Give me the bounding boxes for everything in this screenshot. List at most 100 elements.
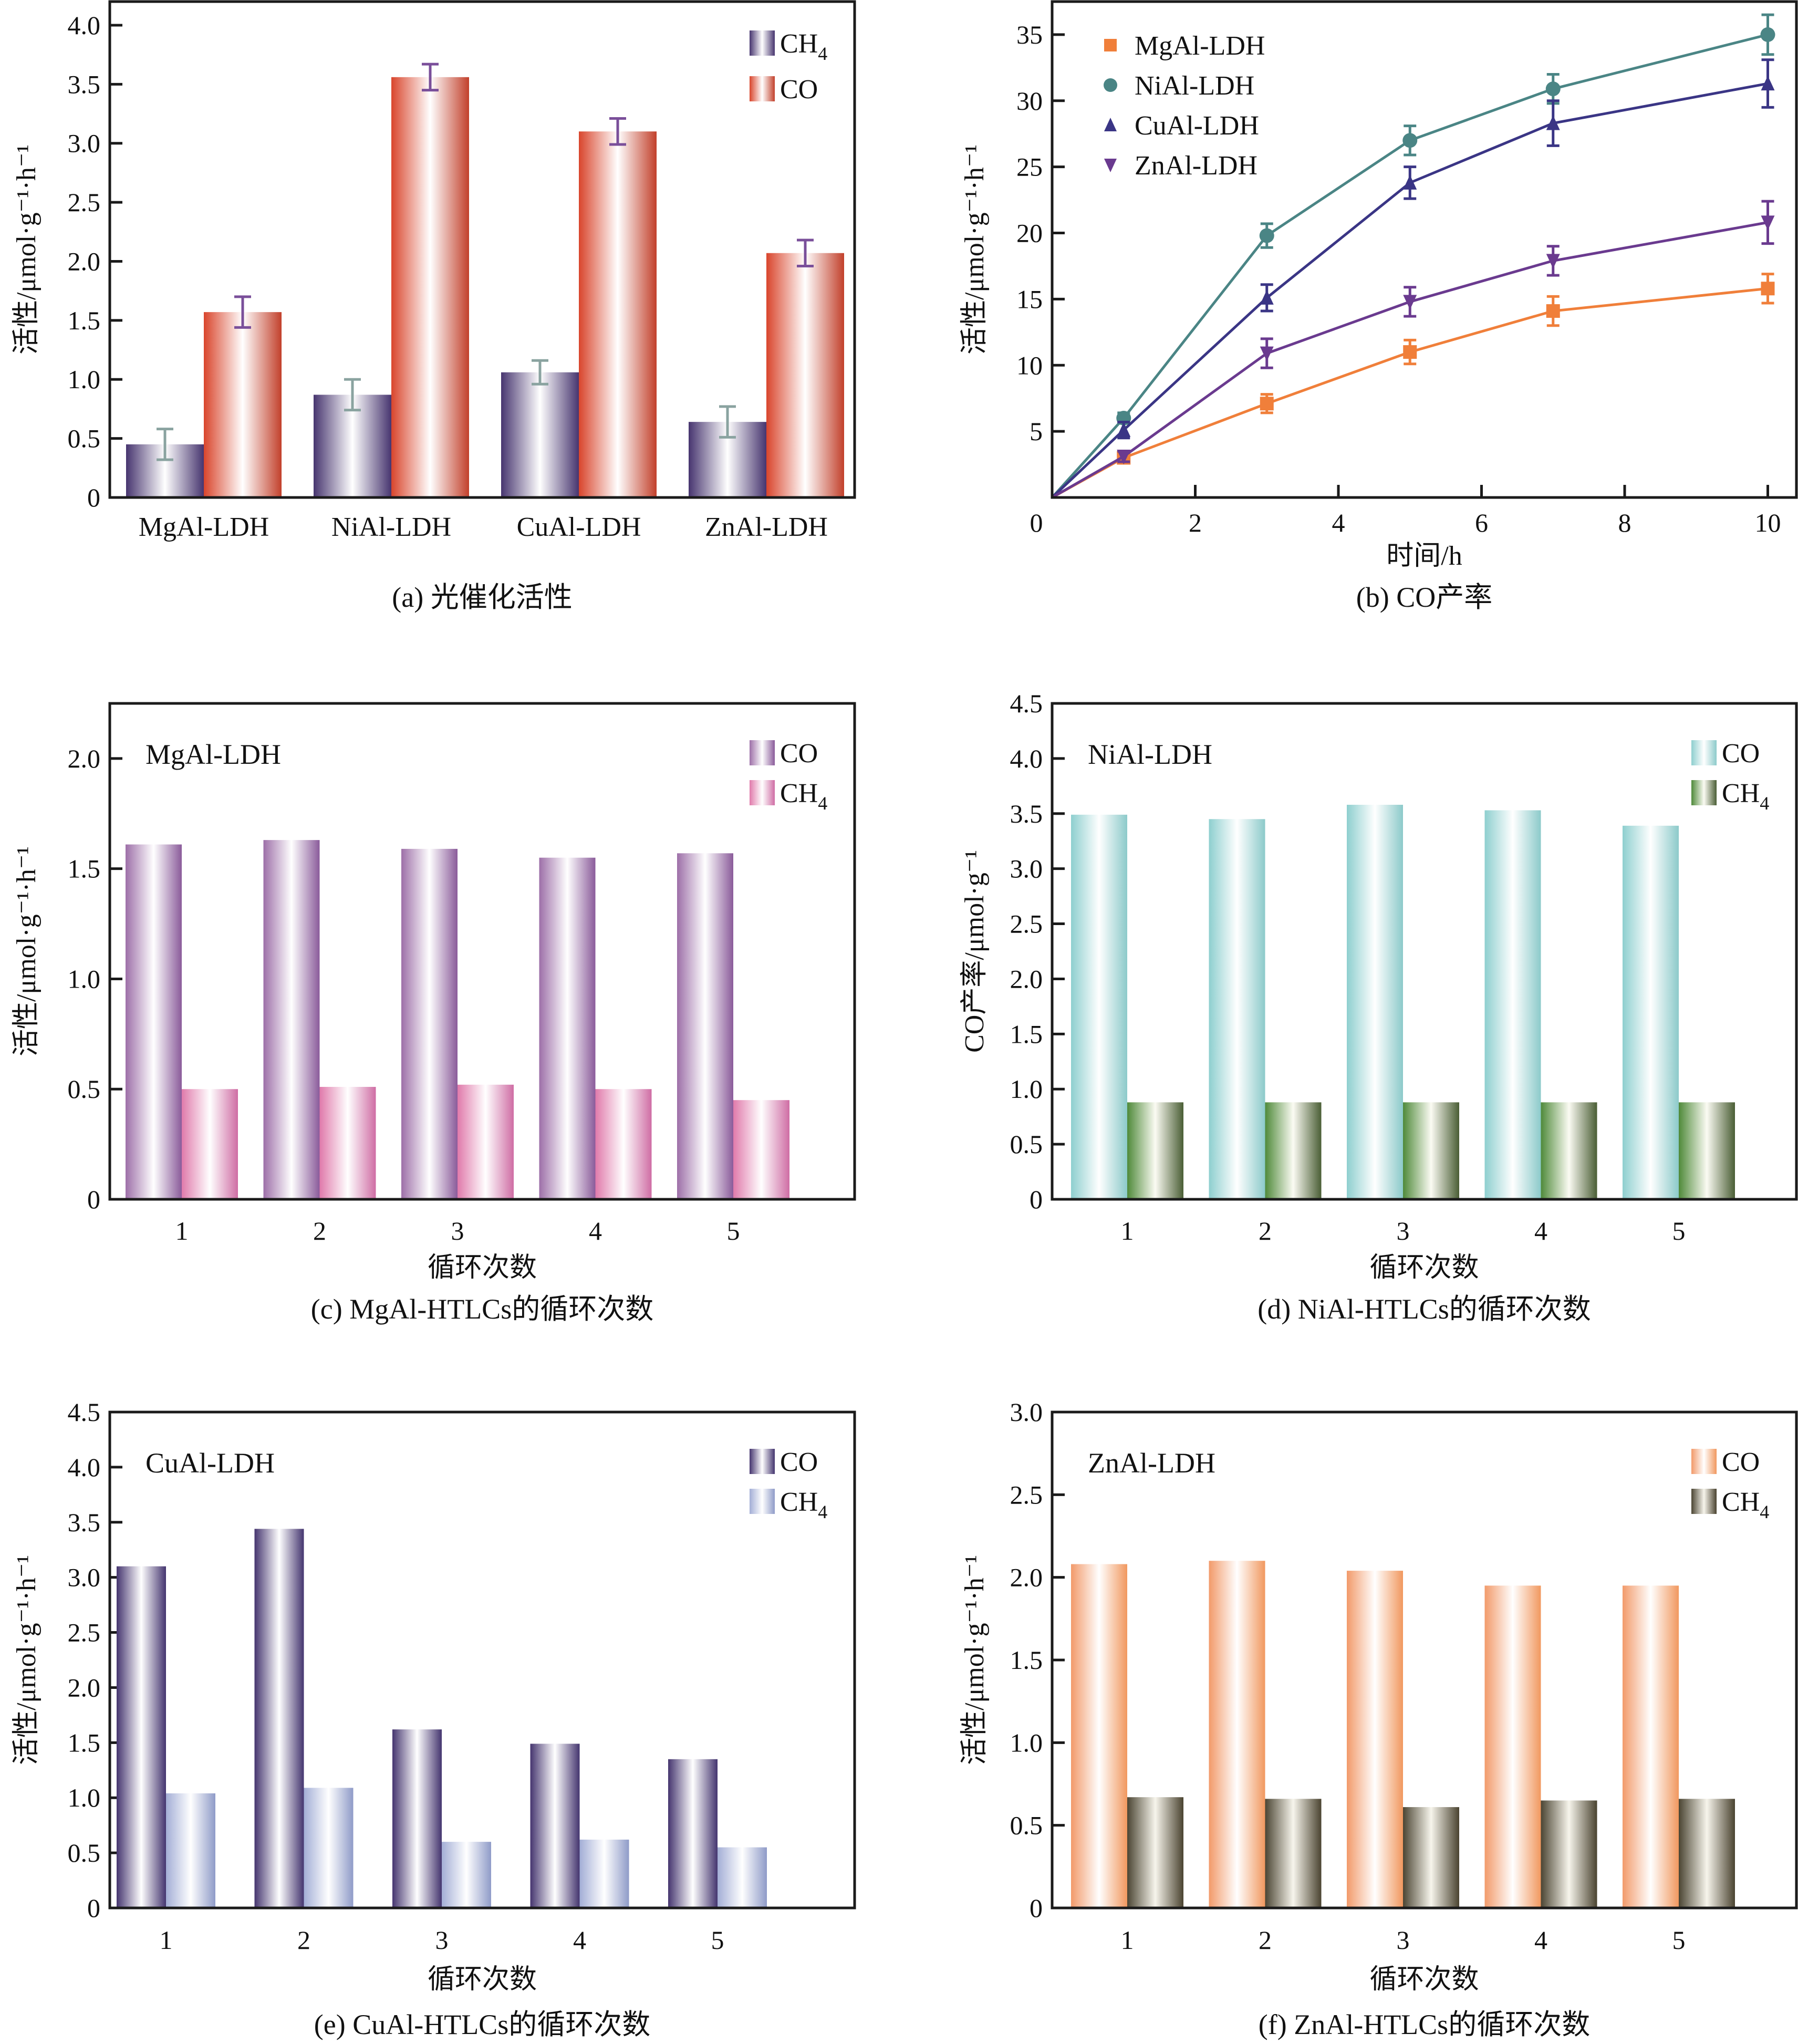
y-tick-label: 3.5 [68, 69, 101, 99]
y-tick-label: 3.0 [68, 1563, 101, 1592]
legend-swatch-co [1691, 740, 1717, 765]
error-bar [234, 295, 251, 329]
x-tick-label: MgAl-LDH [139, 512, 269, 542]
marker-circle [1402, 133, 1418, 148]
plot-frame [1051, 0, 1798, 499]
y-tick-label: 1.5 [1010, 1645, 1043, 1675]
panel-title: NiAl-LDH [1088, 739, 1212, 770]
error-bar [797, 238, 814, 267]
error-bar [157, 428, 173, 461]
legend-swatch-ch4 [750, 1489, 775, 1514]
legend-swatch-ch4 [1691, 1489, 1717, 1514]
y-tick-label: 1.0 [1010, 1728, 1043, 1757]
marker-triangle-up [1260, 289, 1274, 305]
legend-label: CuAl-LDH [1135, 111, 1259, 141]
y-axis-title: 活性/μmol·g⁻¹·h⁻¹ [12, 846, 41, 1056]
marker-square [1260, 397, 1274, 411]
y-tick-label: 0 [87, 1185, 100, 1214]
bar-ch4-2 [1265, 1799, 1322, 1908]
legend-swatch-co [750, 76, 775, 101]
x-tick-label: 2 [1259, 1216, 1272, 1246]
legend-label-ch4: CH4 [1722, 1487, 1769, 1522]
marker-triangle-down [1117, 449, 1131, 464]
y-tick-label: 2.0 [1010, 1563, 1043, 1592]
y-tick-label: 4.5 [68, 1397, 101, 1427]
bar-ch4-1 [182, 1089, 238, 1199]
x-tick-label: 1 [160, 1925, 173, 1955]
panel-caption: (f) ZnAl-HTLCs的循环次数 [1259, 2009, 1590, 2040]
y-tick-label: 0 [87, 1893, 100, 1923]
legend-label-co: CO [780, 1447, 818, 1477]
x-axis-title: 循环次数 [428, 1965, 537, 1995]
bar-co-5 [677, 853, 733, 1199]
panel-title: ZnAl-LDH [1088, 1447, 1215, 1479]
bar-ch4-2 [304, 1788, 354, 1908]
panel-title: CuAl-LDH [145, 1447, 275, 1479]
panel-title: MgAl-LDH [145, 739, 281, 770]
plot-frame [108, 702, 856, 1201]
x-tick-label: 0 [1030, 508, 1043, 537]
bar-co-5 [1623, 1585, 1679, 1908]
y-tick-label: 25 [1016, 152, 1043, 182]
y-tick-label: 0.5 [1010, 1129, 1043, 1159]
y-tick-label: 0 [87, 483, 100, 512]
x-tick-label: 4 [1332, 508, 1345, 537]
bar-co-4 [1484, 1585, 1541, 1908]
series-line [1051, 82, 1768, 499]
y-tick-label: 3.0 [1010, 1397, 1043, 1427]
marker-circle [1760, 27, 1775, 42]
legend-marker-nial-ldh [1104, 78, 1117, 92]
x-tick-label: NiAl-LDH [331, 512, 451, 542]
legend-label-subscript: 4 [1760, 793, 1769, 814]
bar-co-2 [254, 1529, 304, 1908]
legend-label-co: CO [1722, 1447, 1760, 1477]
y-tick-label: 2.0 [1010, 964, 1043, 993]
bar-co-4 [539, 857, 596, 1199]
bar-co-2 [391, 77, 469, 497]
bar-co-3 [579, 131, 657, 497]
bar-ch4-4 [579, 1839, 629, 1908]
y-tick-label: 1.0 [1010, 1074, 1043, 1104]
x-tick-label: 4 [573, 1925, 586, 1955]
y-tick-label: 10 [1016, 350, 1043, 380]
y-tick-label: 0.5 [1010, 1811, 1043, 1840]
bar-co-1 [204, 312, 282, 497]
y-tick-label: 1.0 [68, 365, 101, 394]
legend-label: ZnAl-LDH [1135, 151, 1257, 181]
bar-co-2 [1209, 819, 1265, 1199]
bar-co-5 [668, 1759, 718, 1908]
bar-ch4-3 [458, 1084, 514, 1199]
x-tick-label: 2 [1259, 1925, 1272, 1955]
x-tick-label: 8 [1618, 508, 1631, 537]
y-tick-label: 0 [1030, 1185, 1043, 1214]
panel-e: 0 0.5 1.0 1.5 2.0 2.5 3.0 3.5 4.0 4.5 活性/μmol·g⁻¹·… [12, 1397, 856, 2040]
x-tick-label: 5 [1672, 1925, 1686, 1955]
bar-ch4-5 [1679, 1799, 1735, 1908]
legend-label-subscript: 4 [1760, 1501, 1769, 1522]
y-tick-label: 2.5 [1010, 909, 1043, 939]
y-tick-label: 0 [1030, 1893, 1043, 1923]
legend-label-main: CH [780, 1487, 818, 1517]
bar-co-3 [1347, 1571, 1403, 1908]
x-axis-title: 循环次数 [1369, 1253, 1479, 1283]
legend-label-ch4: CH4 [780, 29, 827, 64]
legend-label-main: CH [780, 29, 818, 59]
y-tick-label: 5 [1030, 417, 1043, 446]
bar-ch4-3 [501, 372, 579, 497]
bar-co-1 [126, 844, 182, 1199]
panel-caption: (d) NiAl-HTLCs的循环次数 [1257, 1293, 1591, 1325]
x-tick-label: 5 [711, 1925, 724, 1955]
bar-ch4-1 [1127, 1102, 1183, 1199]
bar-co-3 [392, 1729, 442, 1908]
bar-ch4-2 [1265, 1102, 1322, 1199]
y-tick-label: 3.5 [1010, 799, 1043, 828]
y-axis-title: CO产率/μmol·g⁻¹ [960, 850, 990, 1053]
series-mgal-ldh [1051, 273, 1775, 499]
legend-label-main: CH [780, 779, 818, 808]
x-tick-label: 6 [1475, 508, 1488, 537]
marker-circle [1259, 228, 1274, 243]
legend-marker-mgal-ldh [1104, 39, 1117, 51]
legend-label-co: CO [780, 75, 818, 105]
panel-c: 0 0.5 1.0 1.5 2.0 活性/μmol·g⁻¹·h⁻¹ (c) MgAl-HTL… [12, 702, 856, 1325]
y-tick-label: 1.5 [68, 306, 101, 335]
